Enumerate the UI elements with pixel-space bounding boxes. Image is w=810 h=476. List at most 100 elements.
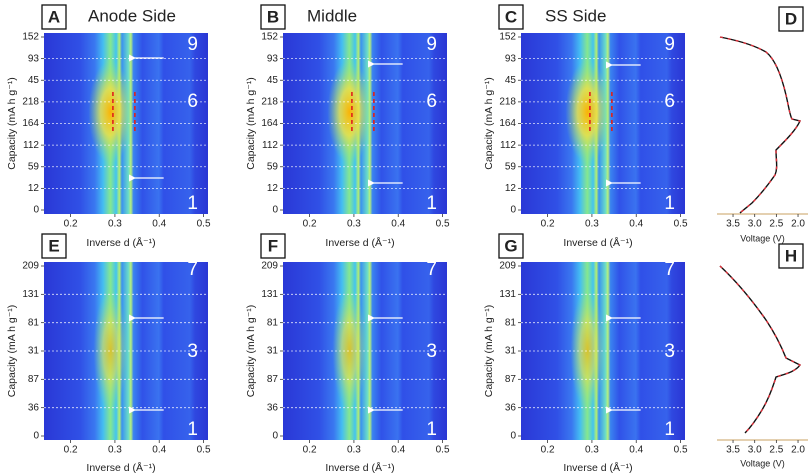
y-tick-label: 93 (28, 53, 40, 64)
x-tick-label: 0.2 (64, 445, 78, 456)
x-tick-label: 0.4 (629, 445, 643, 456)
panel-letter: A (48, 7, 60, 26)
cycle-number: 9 (664, 34, 675, 55)
cycle-number: 9 (187, 34, 198, 55)
y-tick-label: 209 (261, 261, 278, 272)
cycle-number: 3 (664, 341, 675, 362)
y-tick-label: 81 (505, 317, 517, 328)
y-tick-label: 131 (22, 289, 39, 300)
panel-letter-box (41, 233, 67, 259)
x-tick-label: 0.4 (152, 445, 166, 456)
panel-letter: G (504, 236, 517, 255)
y-tick-label: 45 (505, 75, 517, 86)
y-tick-label: 45 (267, 75, 279, 86)
cycle-number: 7 (664, 259, 675, 280)
y-tick-label: 87 (267, 374, 279, 385)
panel-title: SS Side (545, 6, 606, 25)
y-tick-label: 112 (23, 140, 39, 151)
y-tick-label: 45 (28, 75, 40, 86)
x-axis-label: Inverse d (Å⁻¹) (563, 236, 632, 249)
x-tick-label: 0.2 (303, 219, 317, 230)
y-tick-label: 31 (28, 346, 40, 357)
y-tick-label: 87 (28, 374, 40, 385)
x-tick-label: 0.2 (541, 445, 555, 456)
panel-letter: C (505, 7, 517, 26)
voltage-tick-label: 2.5 (769, 445, 783, 456)
y-tick-label: 0 (33, 205, 39, 216)
x-tick-label: 0.5 (674, 445, 688, 456)
x-tick-label: 0.3 (108, 445, 122, 456)
x-tick-label: 0.5 (436, 219, 450, 230)
panel-letter-box (498, 233, 524, 259)
cycle-number: 7 (187, 259, 198, 280)
intensity-hotspot (327, 60, 372, 164)
voltage-trace-highlight (719, 36, 801, 214)
y-tick-label: 36 (505, 402, 517, 413)
panel-letter: D (785, 9, 797, 28)
y-tick-label: 12 (28, 183, 40, 194)
voltage-tick-label: 2.0 (791, 445, 805, 456)
intensity-hotspot (570, 288, 605, 412)
y-tick-label: 59 (505, 161, 517, 172)
voltage-tick-label: 3.0 (748, 219, 762, 230)
y-tick-label: 218 (22, 97, 39, 108)
panel-letter: E (48, 236, 59, 255)
y-tick-label: 31 (505, 346, 517, 357)
voltage-axis-label: Voltage (V) (740, 233, 785, 243)
x-tick-label: 0.3 (347, 219, 361, 230)
cycle-number: 6 (426, 91, 437, 112)
y-tick-label: 81 (28, 317, 40, 328)
panel-letter-box (778, 243, 804, 269)
intensity-hotspot (565, 60, 610, 164)
y-tick-label: 87 (505, 374, 517, 385)
panel-letter-box (260, 4, 286, 30)
x-tick-label: 0.4 (629, 219, 643, 230)
voltage-trace (719, 36, 801, 214)
x-axis-label: Inverse d (Å⁻¹) (325, 461, 394, 474)
voltage-trace-highlight (719, 265, 802, 434)
y-tick-label: 59 (28, 161, 40, 172)
y-tick-label: 0 (510, 431, 516, 442)
cycle-number: 1 (664, 419, 675, 440)
y-tick-label: 152 (261, 32, 278, 43)
y-axis-label: Capacity (mA h g⁻¹) (483, 77, 495, 170)
cycle-number: 1 (664, 193, 675, 214)
y-tick-label: 0 (33, 431, 39, 442)
y-tick-label: 0 (510, 205, 516, 216)
x-tick-label: 0.2 (541, 219, 555, 230)
x-tick-label: 0.3 (108, 219, 122, 230)
y-tick-label: 36 (28, 402, 40, 413)
panel-letter-box (778, 6, 804, 32)
cycle-number: 9 (426, 34, 437, 55)
x-tick-label: 0.3 (347, 445, 361, 456)
intensity-hotspot (332, 288, 367, 412)
intensity-hotspot (88, 60, 133, 164)
y-tick-label: 164 (499, 118, 516, 129)
x-tick-label: 0.2 (64, 219, 78, 230)
panel-title: Middle (307, 6, 357, 25)
cycle-number: 7 (426, 259, 437, 280)
y-tick-label: 152 (499, 32, 516, 43)
x-tick-label: 0.2 (303, 445, 317, 456)
panel-letter-box (260, 233, 286, 259)
voltage-tick-label: 3.5 (726, 219, 740, 230)
voltage-trace (719, 265, 802, 434)
x-axis-label: Inverse d (Å⁻¹) (86, 461, 155, 474)
voltage-tick-label: 3.5 (726, 445, 740, 456)
y-tick-label: 81 (267, 317, 279, 328)
y-tick-label: 36 (267, 402, 279, 413)
panel-letter: F (268, 236, 278, 255)
x-tick-label: 0.3 (585, 445, 599, 456)
y-tick-label: 93 (267, 53, 279, 64)
cycle-number: 1 (426, 193, 437, 214)
y-axis-label: Capacity (mA h g⁻¹) (245, 305, 257, 398)
panel-title: Anode Side (88, 6, 176, 25)
panel-letter-box (41, 4, 67, 30)
x-tick-label: 0.4 (152, 219, 166, 230)
y-tick-label: 112 (500, 140, 516, 151)
y-tick-label: 164 (261, 118, 278, 129)
y-tick-label: 93 (505, 53, 517, 64)
x-axis-label: Inverse d (Å⁻¹) (563, 461, 632, 474)
